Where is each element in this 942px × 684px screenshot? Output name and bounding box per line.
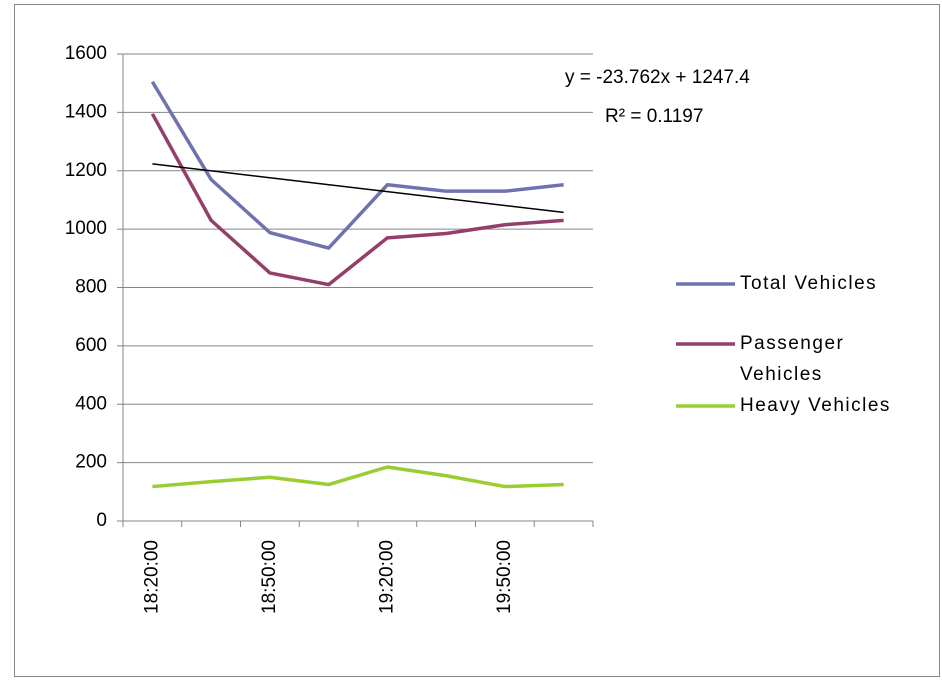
y-tick-label: 1400 bbox=[65, 101, 107, 122]
y-tick-label: 1200 bbox=[65, 160, 107, 181]
y-tick-label: 0 bbox=[96, 510, 107, 531]
x-tick-label: 18:20:00 bbox=[141, 540, 162, 614]
legend-label: Passenger Vehicles bbox=[740, 333, 845, 385]
legend-label: Heavy Vehicles bbox=[740, 395, 891, 416]
series-line bbox=[150, 80, 564, 250]
legend-entry: Total Vehicles bbox=[740, 273, 878, 294]
y-tick-label: 400 bbox=[75, 393, 107, 414]
y-tick-label: 1600 bbox=[65, 43, 107, 64]
x-tick-label: 18:50:00 bbox=[259, 540, 280, 614]
series-line bbox=[150, 112, 564, 287]
trend-r-squared: R² = 0.1197 bbox=[605, 106, 703, 127]
y-tick-label: 1000 bbox=[65, 218, 107, 239]
y-tick-label: 800 bbox=[75, 277, 107, 298]
legend-entry: Heavy Vehicles bbox=[740, 395, 891, 416]
legend-entry: Passenger Vehicles bbox=[740, 333, 845, 385]
trend-equation: y = -23.762x + 1247.4 bbox=[565, 67, 750, 88]
y-tick-label: 600 bbox=[75, 335, 107, 356]
trend-line bbox=[152, 163, 564, 214]
x-tick-label: 19:50:00 bbox=[494, 540, 515, 614]
legend-label: Total Vehicles bbox=[740, 273, 878, 294]
y-tick-label: 200 bbox=[75, 452, 107, 473]
x-tick-label: 19:20:00 bbox=[376, 540, 397, 614]
chart-border bbox=[14, 4, 940, 677]
series-line bbox=[152, 465, 564, 489]
